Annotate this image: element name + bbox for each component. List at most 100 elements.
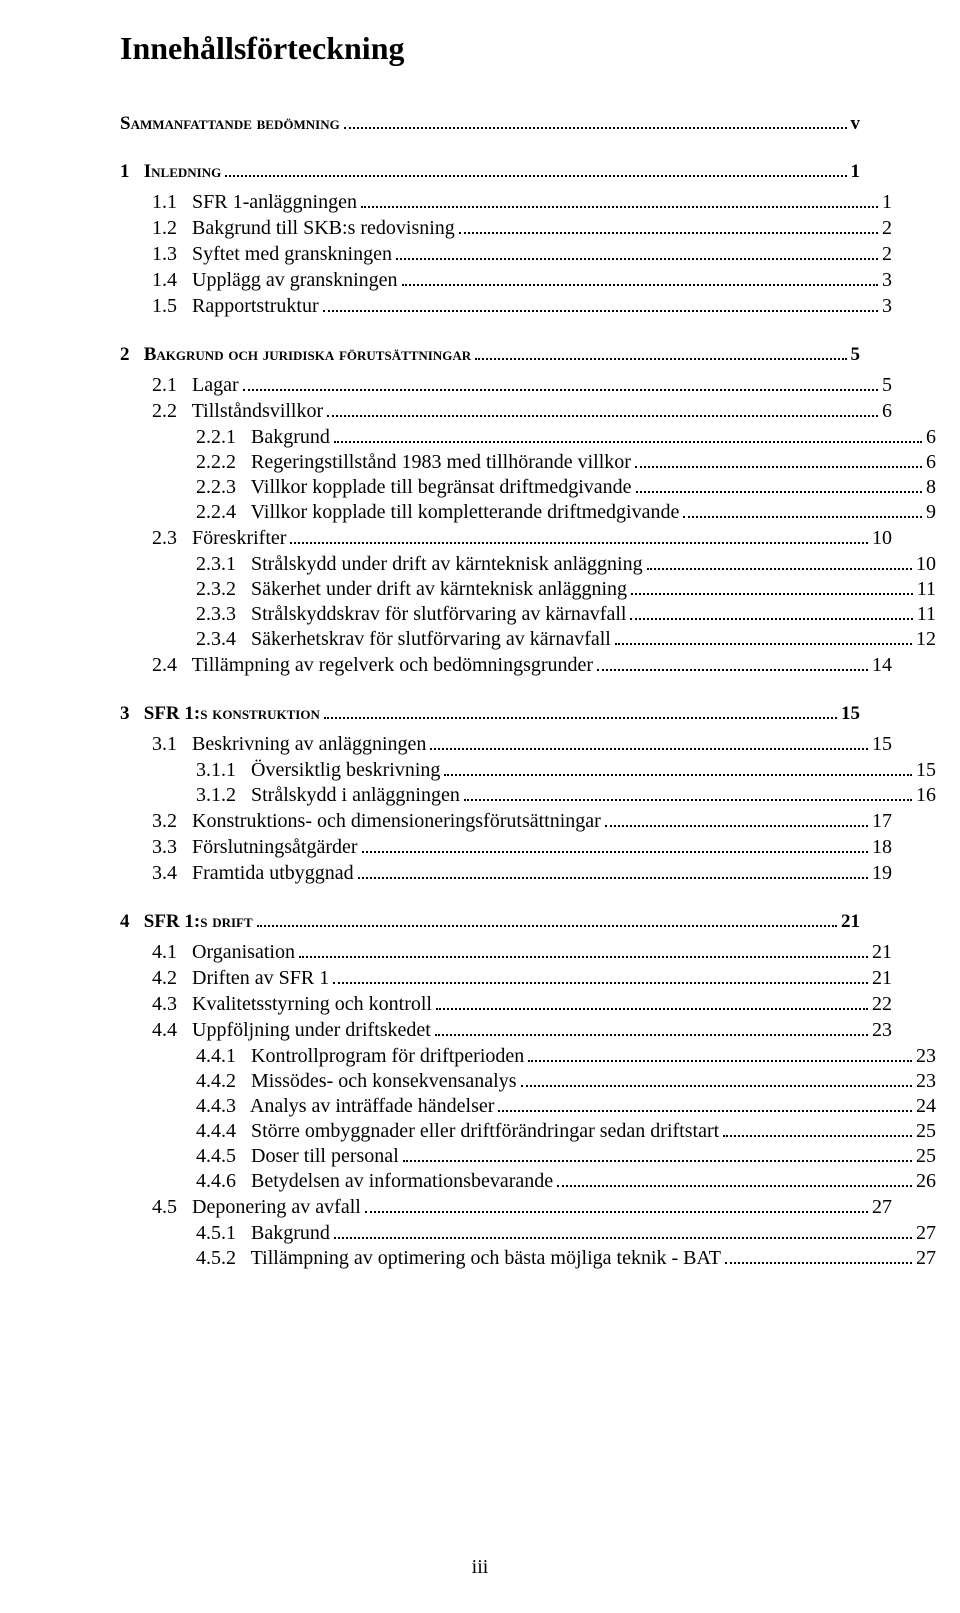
toc-entry-page: 2 [882, 217, 892, 240]
toc-leader [557, 1185, 912, 1187]
toc-entry-label: 4.4.4 Större ombyggnader eller driftförä… [196, 1120, 719, 1143]
page-number: iii [0, 1556, 960, 1579]
toc-entry-page: 8 [926, 476, 936, 499]
toc-leader [498, 1110, 912, 1112]
toc-entry: 2.3.4 Säkerhetskrav för slutförvaring av… [120, 628, 936, 651]
toc-entry-page: 17 [872, 810, 892, 833]
toc-entry-page: 15 [916, 759, 936, 782]
toc-entry: 2.2.2 Regeringstillstånd 1983 med tillhö… [120, 451, 936, 474]
toc-entry-page: 21 [872, 967, 892, 990]
toc-entry-page: 27 [916, 1222, 936, 1245]
toc-leader [475, 358, 846, 360]
toc-entry-page: 1 [882, 191, 892, 214]
toc-entry-page: 16 [916, 784, 936, 807]
toc-entry-label: 3.1.2 Strålskydd i anläggningen [196, 784, 460, 807]
toc-entry-label: 4.4.1 Kontrollprogram för driftperioden [196, 1045, 524, 1068]
toc-leader [402, 284, 878, 286]
toc-entry: 2.3.2 Säkerhet under drift av kärnteknis… [120, 578, 936, 601]
toc-leader [725, 1262, 912, 1264]
toc-entry-page: 11 [917, 578, 936, 601]
toc-leader [435, 1034, 868, 1036]
toc-entry-page: 1 [851, 161, 861, 183]
toc-entry-page: 22 [872, 993, 892, 1016]
toc-entry-label: 1.4 Upplägg av granskningen [152, 269, 398, 292]
toc-entry-page: 5 [882, 374, 892, 397]
toc-entry-page: 26 [916, 1170, 936, 1193]
toc-leader [396, 258, 878, 260]
toc-entry-label: 4.3 Kvalitetsstyrning och kontroll [152, 993, 432, 1016]
toc-entry-page: 10 [872, 527, 892, 550]
toc-entry: 4.1 Organisation21 [120, 941, 892, 964]
toc-entry-page: 23 [872, 1019, 892, 1042]
toc-entry-label: 1.3 Syftet med granskningen [152, 243, 392, 266]
toc-list: Sammanfattande bedömningv1 Inledning11.1… [120, 113, 860, 1270]
toc-entry: 4.3 Kvalitetsstyrning och kontroll 22 [120, 993, 892, 1016]
toc-entry-label: 4.4.6 Betydelsen av informationsbevarand… [196, 1170, 553, 1193]
toc-entry-page: 25 [916, 1145, 936, 1168]
toc-entry-label: 4.5.1 Bakgrund [196, 1222, 330, 1245]
toc-leader [243, 389, 878, 391]
toc-entry: 1.3 Syftet med granskningen 2 [120, 243, 892, 266]
toc-entry: 1.1 SFR 1-anläggningen1 [120, 191, 892, 214]
toc-entry-page: 23 [916, 1070, 936, 1093]
toc-entry-label: 3.3 Förslutningsåtgärder [152, 836, 358, 859]
toc-entry-page: 27 [916, 1247, 936, 1270]
toc-leader [324, 717, 837, 719]
toc-entry-page: v [851, 113, 861, 135]
toc-entry: 4.5.1 Bakgrund 27 [120, 1222, 936, 1245]
toc-entry: 2 Bakgrund och juridiska förutsättningar… [120, 344, 860, 366]
toc-entry-page: 3 [882, 295, 892, 318]
toc-leader [636, 491, 922, 493]
toc-leader [299, 956, 868, 958]
toc-leader [365, 1211, 868, 1213]
toc-entry: 3 SFR 1:s konstruktion 15 [120, 703, 860, 725]
toc-entry-page: 18 [872, 836, 892, 859]
toc-entry: 3.4 Framtida utbyggnad19 [120, 862, 892, 885]
toc-leader [459, 232, 878, 234]
toc-entry-label: 2.3 Föreskrifter [152, 527, 286, 550]
toc-entry-label: 2.3.4 Säkerhetskrav för slutförvaring av… [196, 628, 611, 651]
toc-entry-label: 2.3.1 Strålskydd under drift av kärntekn… [196, 553, 643, 576]
toc-entry: 2.1 Lagar5 [120, 374, 892, 397]
toc-entry-label: 2 Bakgrund och juridiska förutsättningar [120, 344, 471, 366]
toc-leader [430, 748, 868, 750]
toc-entry-label: 2.3.2 Säkerhet under drift av kärnteknis… [196, 578, 627, 601]
document-page: Innehållsförteckning Sammanfattande bedö… [0, 0, 960, 1613]
toc-leader [521, 1085, 912, 1087]
toc-entry-label: 4.4.5 Doser till personal [196, 1145, 399, 1168]
toc-leader [334, 1237, 912, 1239]
toc-entry: 2.2.1 Bakgrund6 [120, 426, 936, 449]
toc-entry-label: 2.2.4 Villkor kopplade till kompletteran… [196, 501, 679, 524]
toc-leader [635, 466, 922, 468]
toc-leader [344, 127, 847, 129]
toc-entry-label: 3 SFR 1:s konstruktion [120, 703, 320, 725]
toc-leader [362, 851, 868, 853]
toc-entry-page: 5 [851, 344, 861, 366]
toc-leader [631, 593, 913, 595]
toc-leader [290, 542, 868, 544]
toc-entry-page: 2 [882, 243, 892, 266]
toc-entry: 2.3 Föreskrifter 10 [120, 527, 892, 550]
toc-leader [358, 877, 868, 879]
toc-entry: 3.1.2 Strålskydd i anläggningen 16 [120, 784, 936, 807]
toc-leader [327, 415, 878, 417]
toc-entry-page: 14 [872, 654, 892, 677]
toc-entry: 4.5.2 Tillämpning av optimering och bäst… [120, 1247, 936, 1270]
toc-entry-label: 2.3.3 Strålskyddskrav för slutförvaring … [196, 603, 626, 626]
toc-leader [464, 799, 912, 801]
toc-entry: 1 Inledning1 [120, 161, 860, 183]
toc-entry: 3.3 Förslutningsåtgärder 18 [120, 836, 892, 859]
toc-entry: 3.1.1 Översiktlig beskrivning15 [120, 759, 936, 782]
toc-entry-page: 15 [841, 703, 860, 725]
toc-entry-label: 4.1 Organisation [152, 941, 295, 964]
toc-entry-label: 4.4.2 Missödes- och konsekvensanalys [196, 1070, 517, 1093]
toc-entry-page: 6 [926, 451, 936, 474]
toc-entry-label: 1.5 Rapportstruktur [152, 295, 319, 318]
toc-entry: 3.2 Konstruktions- och dimensioneringsfö… [120, 810, 892, 833]
toc-entry-page: 11 [917, 603, 936, 626]
toc-entry-label: 1.2 Bakgrund till SKB:s redovisning [152, 217, 455, 240]
toc-entry-page: 25 [916, 1120, 936, 1143]
toc-leader [683, 516, 922, 518]
toc-leader [334, 441, 922, 443]
toc-entry: 2.2.3 Villkor kopplade till begränsat dr… [120, 476, 936, 499]
